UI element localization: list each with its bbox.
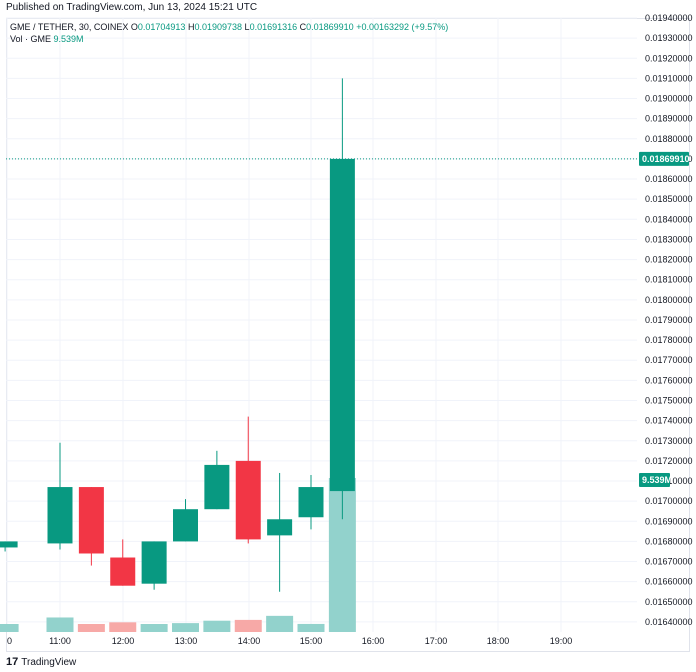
candles [0,78,355,592]
candle-body[interactable] [298,487,324,518]
y-tick-label: 0.01860000 [645,174,693,184]
y-tick-label: 0.01900000 [645,94,693,104]
last-price-badge-label: 0.01869910 [642,154,690,164]
candle-body[interactable] [141,541,167,584]
x-tick-label: 11:00 [49,636,71,646]
volume-bar [172,623,199,632]
candle-body[interactable] [329,158,355,492]
brand-label: TradingView [21,657,77,668]
y-tick-label: 0.01880000 [645,134,693,144]
published-note: Published on TradingView.com, Jun 13, 20… [6,2,258,13]
volume-bar [46,617,74,632]
y-tick-label: 0.01940000 [645,13,693,23]
y-tick-label: 0.01660000 [645,577,693,587]
close-value: 0.01869910 [306,22,354,32]
y-tick-label: 0.01790000 [645,315,693,325]
axis-badges: 0.01869910 9.539M [639,151,690,487]
y-tick-label: 0.01690000 [645,516,693,526]
y-tick-label: 0.01720000 [645,456,693,466]
volume-badge [639,473,670,487]
y-tick-label: 0.01650000 [645,597,693,607]
x-tick-label: 12:00 [112,636,135,646]
y-tick-label: 0.01770000 [645,355,693,365]
x-tick-label: 15:00 [300,636,323,646]
y-tick-label: 0.01670000 [645,557,693,567]
y-tick-label: 0.01910000 [645,73,693,83]
y-tick-label: 0.01840000 [645,214,693,224]
y-tick-label: 0.01780000 [645,335,693,345]
tradingview-logo-icon: 17 [6,656,19,668]
candle-body[interactable] [204,464,230,510]
candle-body[interactable] [235,460,261,540]
volume-bar [0,624,19,632]
open-value: 0.01704913 [137,22,186,32]
volume-bar [109,622,137,632]
low-value: 0.01691316 [249,22,298,32]
candle-body[interactable] [47,487,73,544]
volume-bar [266,615,294,632]
y-tick-label: 0.01680000 [645,536,693,546]
volume-value: 9.539M [53,34,84,44]
open-label: O [130,22,138,32]
y-tick-label: 0.01750000 [645,395,693,405]
y-tick-label: 0.01830000 [645,234,693,244]
volume-legend: Vol · GME 9.539M [10,33,84,45]
x-tick-label: 18:00 [487,636,510,646]
x-tick-label: 0 [7,636,12,646]
y-tick-label: 0.01760000 [645,375,693,385]
x-tick-label: 16:00 [362,636,385,646]
y-tick-label: 0.01890000 [645,114,693,124]
price-axis[interactable]: 0.01640000 0.01650000 0.01660000 0.01670000… [645,13,693,627]
candle-body[interactable] [267,519,293,536]
x-tick-label: 13:00 [175,636,198,646]
close-label: C [299,22,307,32]
y-tick-label: 0.01700000 [645,496,693,506]
footer: 17 TradingView [6,656,76,668]
high-label: H [187,22,195,32]
volume-bar [234,619,262,632]
high-value: 0.01909738 [194,22,243,32]
low-label: L [244,22,250,32]
y-tick-label: 0.01810000 [645,275,693,285]
x-tick-label: 19:00 [550,636,573,646]
last-price-badge [639,151,689,166]
candle-body[interactable] [173,509,198,542]
y-tick-label: 0.01730000 [645,436,693,446]
volume-bar [140,624,168,632]
volume-bar [203,620,231,632]
candle-body[interactable] [0,541,18,548]
y-tick-label: 0.01820000 [645,255,693,265]
volume-bar [297,623,325,632]
time-axis[interactable]: 0 11:00 12:00 13:00 14:00 15:00 16:00 17:00 18:0… [7,636,572,646]
y-tick-label: 0.01740000 [645,416,693,426]
volume-label: Vol · GME [10,34,52,44]
volume-badge-label: 9.539M [642,475,672,485]
change-value: +0.00163292 (+9.57%) [356,22,449,32]
x-tick-label: 14:00 [238,636,261,646]
ohlc-legend: GME / TETHER, 30, COINEX O0.01704913 H0.… [10,21,448,33]
candle-body[interactable] [110,557,136,586]
volume-bar [77,624,105,632]
candle-body[interactable] [78,487,104,554]
x-tick-label: 17:00 [425,636,448,646]
y-tick-label: 0.01930000 [645,33,693,43]
y-tick-label: 0.01640000 [645,617,693,627]
y-tick-label: 0.01850000 [645,194,693,204]
symbol-label: GME / TETHER, 30, COINEX [10,22,129,32]
y-tick-label: 0.01800000 [645,295,693,305]
y-tick-label: 0.01920000 [645,53,693,63]
